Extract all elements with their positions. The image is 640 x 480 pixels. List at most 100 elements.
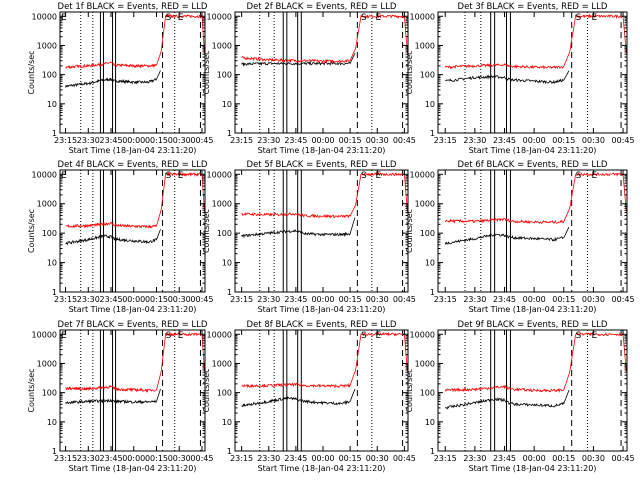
plot-frame (59, 329, 206, 452)
x-tick-label: 00:30 (168, 295, 191, 304)
x-tick-label: 23:15 (230, 295, 253, 304)
y-tick-label: 10000 (207, 170, 232, 179)
x-tick-label: 23:45 (99, 295, 122, 304)
lld-series-line (241, 172, 408, 219)
events-series-line (241, 217, 356, 239)
legend-glyph: S (361, 171, 367, 181)
x-tick-label: 00:30 (582, 136, 605, 145)
x-axis-label: Start Time (18-Jan-04 23:11:20) (258, 464, 386, 473)
y-tick-label: 1000 (415, 41, 435, 50)
y-tick-label: 10 (425, 100, 435, 109)
legend-glyph: S (361, 13, 367, 23)
x-tick-label: 00:15 (339, 295, 362, 304)
x-tick-label: 00:15 (339, 136, 362, 145)
y-tick-label: 100 (217, 71, 232, 80)
y-axis-label: Counts/sec (202, 209, 211, 253)
panel-title: Det 5f BLACK = Events, RED = LLD (247, 160, 397, 170)
x-tick-label: 23:30 (463, 454, 486, 463)
y-tick-label: 10 (47, 259, 57, 268)
y-tick-label: 10 (222, 100, 232, 109)
y-axis-label: Counts/sec (405, 209, 414, 253)
x-tick-label: 00:45 (190, 136, 213, 145)
plot-frame (437, 11, 628, 134)
x-tick-label: 00:15 (145, 295, 168, 304)
y-tick-label: 1 (430, 288, 435, 297)
y-tick-label: 100 (217, 229, 232, 238)
lld-series-line (444, 13, 627, 70)
x-axis-label: Start Time (18-Jan-04 23:11:20) (469, 305, 597, 314)
x-tick-label: 00:00 (311, 454, 334, 463)
x-tick-label: 00:45 (190, 454, 213, 463)
plot-frame (234, 329, 409, 452)
x-axis-label: Start Time (18-Jan-04 23:11:20) (258, 146, 386, 155)
x-tick-label: 00:00 (523, 295, 546, 304)
y-tick-label: 10000 (32, 330, 57, 339)
y-tick-label: 10 (47, 100, 57, 109)
y-tick-label: 10 (425, 259, 435, 268)
x-tick-label: 00:45 (393, 295, 416, 304)
panel-title: Det 9f BLACK = Events, RED = LLD (458, 320, 608, 330)
x-tick-label: 23:30 (77, 454, 100, 463)
events-series-line (444, 226, 570, 246)
y-tick-label: 10 (425, 418, 435, 427)
x-tick-label: 23:45 (99, 136, 122, 145)
y-tick-label: 1 (52, 447, 57, 456)
plot-frame (234, 11, 409, 134)
legend-glyph: E (375, 331, 381, 341)
x-tick-label: 23:30 (257, 295, 280, 304)
legend-glyph: E (178, 331, 184, 341)
legend-glyph: E (591, 13, 597, 23)
x-tick-label: 23:15 (434, 454, 457, 463)
x-tick-label: 23:30 (77, 295, 100, 304)
x-tick-label: 00:15 (145, 454, 168, 463)
lld-series-line (444, 332, 627, 394)
events-series-line (444, 70, 570, 85)
x-axis-label: Start Time (18-Jan-04 23:11:20) (258, 305, 386, 314)
panel-title: Det 7f BLACK = Events, RED = LLD (58, 320, 208, 330)
x-tick-label: 23:15 (54, 454, 77, 463)
events-series-line (65, 70, 161, 88)
y-tick-label: 1000 (212, 359, 232, 368)
events-series-line (65, 229, 161, 246)
x-tick-label: 23:15 (54, 136, 77, 145)
y-tick-label: 1000 (212, 41, 232, 50)
y-tick-label: 1000 (37, 200, 57, 209)
y-tick-label: 10 (222, 418, 232, 427)
x-tick-label: 23:15 (54, 295, 77, 304)
y-tick-label: 10000 (207, 330, 232, 339)
y-tick-label: 1 (430, 129, 435, 138)
y-tick-label: 100 (42, 71, 57, 80)
x-tick-label: 00:15 (552, 295, 575, 304)
y-tick-label: 100 (420, 71, 435, 80)
events-series-line (65, 388, 161, 405)
legend-glyph: E (375, 171, 381, 181)
x-tick-label: 00:30 (366, 295, 389, 304)
x-axis-label: Start Time (18-Jan-04 23:11:20) (469, 146, 597, 155)
plot-frame (234, 169, 409, 293)
x-tick-label: 23:15 (230, 454, 253, 463)
x-tick-label: 00:00 (523, 136, 546, 145)
x-tick-label: 23:45 (284, 136, 307, 145)
x-tick-label: 23:45 (99, 454, 122, 463)
y-tick-label: 100 (217, 389, 232, 398)
x-tick-label: 00:00 (122, 454, 145, 463)
legend-glyph: E (61, 13, 67, 23)
y-tick-label: 10000 (32, 12, 57, 21)
y-axis-label: Counts/sec (202, 368, 211, 412)
y-tick-label: 1 (52, 129, 57, 138)
x-tick-label: 00:30 (366, 454, 389, 463)
lld-series-line (65, 13, 205, 70)
x-tick-label: 00:45 (393, 454, 416, 463)
y-tick-label: 1000 (212, 200, 232, 209)
lld-series-line (65, 171, 205, 229)
y-axis-label: Counts/sec (27, 209, 36, 253)
y-axis-label: Counts/sec (27, 50, 36, 94)
x-tick-label: 00:15 (145, 136, 168, 145)
legend-glyph: E (591, 171, 597, 181)
x-tick-label: 00:00 (122, 295, 145, 304)
y-tick-label: 1000 (415, 200, 435, 209)
x-tick-label: 00:15 (552, 454, 575, 463)
x-tick-label: 00:00 (311, 295, 334, 304)
x-axis-label: Start Time (18-Jan-04 23:11:20) (469, 464, 597, 473)
